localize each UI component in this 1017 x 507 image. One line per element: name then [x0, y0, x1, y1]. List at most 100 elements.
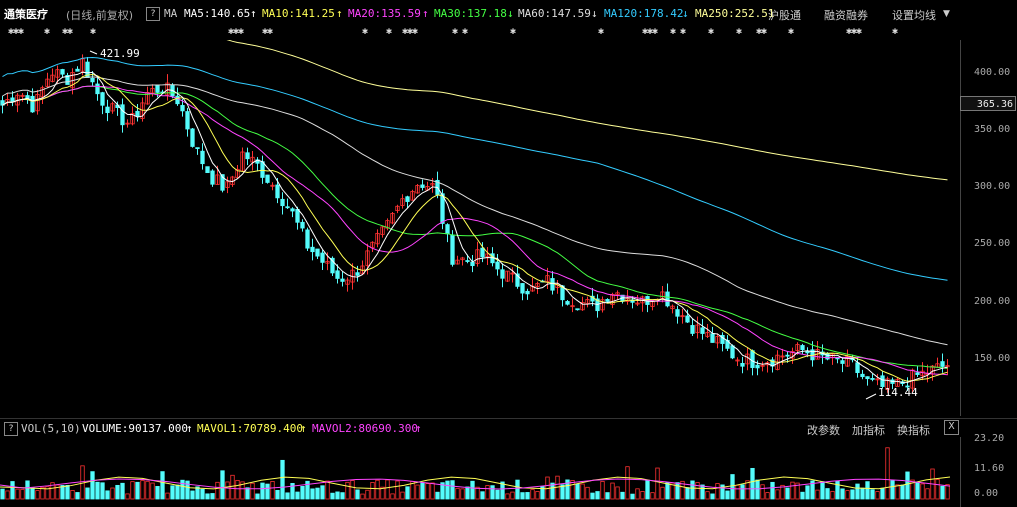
volume-bar	[790, 481, 795, 500]
event-marker[interactable]: ✱	[708, 26, 714, 37]
volume-bar	[660, 486, 665, 500]
candle-body	[685, 315, 690, 323]
volume-bar	[395, 480, 400, 500]
volume-bar	[530, 489, 535, 500]
volume-help-button[interactable]: ?	[4, 422, 18, 436]
volume-bar	[35, 490, 40, 500]
volume-bar	[200, 488, 205, 500]
candle-body	[585, 299, 590, 304]
event-marker[interactable]: ✱✱✱	[846, 26, 862, 37]
candle-body	[60, 69, 65, 75]
candle-body	[880, 375, 885, 387]
candle-body	[130, 113, 135, 125]
candle-body	[840, 360, 845, 364]
price-chart[interactable]: 421.99 114.44	[0, 40, 960, 416]
change-params-button[interactable]: 改参数	[807, 424, 840, 437]
ma120-value: MA120:178.42	[604, 7, 684, 20]
volume-indicator-name[interactable]: VOL(5,10)	[21, 422, 81, 435]
volume-bar	[595, 491, 600, 500]
candle-body	[575, 308, 580, 311]
volume-bar	[210, 493, 215, 500]
event-marker[interactable]: ✱✱	[756, 26, 767, 37]
volume-bar	[225, 481, 230, 500]
menu-margin-trading[interactable]: 融资融券	[824, 9, 868, 22]
candle-body	[915, 372, 920, 375]
menu-hk-connect[interactable]: 沪股通	[768, 9, 801, 22]
event-marker[interactable]: ✱	[892, 26, 898, 37]
volume-tick: 11.60	[974, 463, 1005, 474]
event-marker[interactable]: ✱ ✱	[670, 26, 686, 37]
volume-bar	[745, 480, 750, 500]
candle-body	[290, 208, 295, 212]
candle-body	[295, 209, 300, 223]
event-marker[interactable]: ✱ ✱	[452, 26, 468, 37]
volume-axis-line	[960, 437, 961, 507]
volume-bar	[205, 493, 210, 500]
volume-bar	[805, 485, 810, 500]
volume-bar	[385, 479, 390, 500]
volume-bar	[345, 481, 350, 500]
volume-bar	[550, 482, 555, 500]
candle-body	[420, 184, 425, 188]
candle-body	[385, 220, 390, 229]
candle-body	[355, 272, 360, 276]
volume-bar	[720, 484, 725, 500]
volume-bar	[515, 479, 520, 500]
stock-name[interactable]: 通策医疗	[4, 8, 48, 21]
event-marker[interactable]: ✱	[788, 26, 794, 37]
volume-bar	[600, 481, 605, 500]
volume-bar	[20, 488, 25, 500]
volume-bar	[620, 491, 625, 500]
candle-body	[795, 344, 800, 352]
event-marker[interactable]: ✱	[44, 26, 50, 37]
help-button[interactable]: ?	[146, 7, 160, 21]
candle-body	[665, 291, 670, 307]
low-price-label: 114.44	[878, 386, 918, 399]
volume-bar	[15, 488, 20, 500]
event-marker[interactable]: ✱	[386, 26, 392, 37]
event-marker[interactable]: ✱	[598, 26, 604, 37]
volume-bar	[795, 482, 800, 500]
mavol2-line	[0, 478, 951, 490]
switch-indicator-button[interactable]: 换指标	[897, 424, 930, 437]
volume-bar	[875, 491, 880, 500]
event-marker[interactable]: ✱✱✱	[402, 26, 418, 37]
volume-tick: 0.00	[974, 488, 999, 499]
volume-bar	[840, 488, 845, 500]
volume-chart[interactable]	[0, 437, 960, 507]
ma-label: MA	[164, 7, 178, 20]
candle-body	[525, 290, 530, 295]
event-marker[interactable]: ✱	[736, 26, 742, 37]
volume-bar	[300, 485, 305, 500]
period-label[interactable]: (日线,前复权)	[66, 9, 134, 22]
volume-bar	[145, 480, 150, 500]
event-marker[interactable]: ✱	[510, 26, 516, 37]
event-marker[interactable]: ✱✱✱	[8, 26, 24, 37]
ma250-value: MA250:252.51	[695, 7, 775, 20]
candle-body	[865, 376, 870, 380]
add-indicator-button[interactable]: 加指标	[852, 424, 885, 437]
event-marker[interactable]: ✱✱	[62, 26, 73, 37]
event-marker[interactable]: ✱✱✱	[228, 26, 244, 37]
candle-body	[190, 128, 195, 147]
mavol2-value: MAVOL2:80690.300	[312, 422, 418, 435]
candle-body	[50, 74, 55, 82]
event-marker[interactable]: ✱✱	[262, 26, 273, 37]
mavol1-value: MAVOL1:70789.400	[197, 422, 303, 435]
mavol1-up-icon: ↑	[300, 422, 307, 435]
event-marker[interactable]: ✱	[362, 26, 368, 37]
volume-bar	[175, 484, 180, 500]
close-indicator-button[interactable]: X	[944, 420, 959, 435]
volume-up-icon: ↑	[186, 422, 193, 435]
event-marker[interactable]: ✱✱✱	[642, 26, 658, 37]
candle-body	[895, 378, 900, 387]
volume-bar	[890, 480, 895, 500]
candle-body	[305, 229, 310, 249]
event-marker[interactable]: ✱	[90, 26, 96, 37]
volume-bar	[845, 490, 850, 500]
menu-ma-settings[interactable]: 设置均线	[892, 9, 936, 22]
volume-bar	[920, 483, 925, 500]
volume-bar	[275, 489, 280, 500]
candle-body	[670, 305, 675, 310]
chevron-down-icon[interactable]: ▼	[943, 9, 950, 19]
